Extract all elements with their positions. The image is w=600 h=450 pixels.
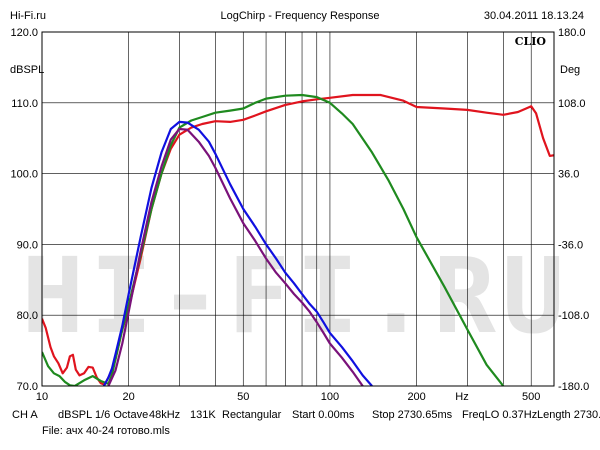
axis-labels: 70.0 80.0 90.0 100.0 110.0 120.0 -180.0 -108.0 -… <box>10 27 589 403</box>
y2-tick-label: -180.0 <box>558 381 589 393</box>
header-site-label: Hi-Fi.ru <box>10 10 47 22</box>
y-tick-label: 80.0 <box>17 310 38 322</box>
watermark-text: HI-FI.RU <box>22 235 571 357</box>
stop-label: Stop 2730.65ms <box>372 409 453 421</box>
y-tick-label: 90.0 <box>17 239 38 251</box>
file-label: File: ачх 40-24 готово.mls <box>42 425 170 437</box>
y-tick-label: 120.0 <box>10 27 38 39</box>
y2-tick-label: -108.0 <box>558 310 589 322</box>
clio-badge: CLIO <box>515 35 547 48</box>
header-datetime: 30.04.2011 18.13.24 <box>483 10 584 22</box>
plot-frame <box>41 31 555 387</box>
freqlo-label: FreqLO 0.37Hz <box>462 409 538 421</box>
x-tick-label: 20 <box>123 391 135 403</box>
x-tick-label: 200 <box>407 391 425 403</box>
window-label: Rectangular <box>222 409 282 421</box>
y2-axis-label: Deg <box>560 64 580 76</box>
channel-label: CH A <box>12 409 38 421</box>
y-axis-label: dBSPL <box>10 64 44 76</box>
sample-rate-label: 48kHz <box>149 409 181 421</box>
y2-tick-label: 180.0 <box>558 27 586 39</box>
series-layer <box>42 93 554 386</box>
x-unit-label: Hz <box>455 391 468 403</box>
length-label: Length 2730.65ms <box>537 409 600 421</box>
x-tick-label: 10 <box>36 391 48 403</box>
smoothing-label: 1/6 Octave <box>95 409 149 421</box>
series-red-line <box>42 93 554 386</box>
series-blue-line <box>102 120 373 386</box>
x-tick-label: 50 <box>237 391 249 403</box>
watermark: HI-FI.RU <box>22 235 571 357</box>
size-label: 131K <box>190 409 216 421</box>
y2-tick-label: 36.0 <box>558 169 579 181</box>
chart-title: LogChirp - Frequency Response <box>220 10 380 22</box>
y2-tick-label: 108.0 <box>558 98 586 110</box>
x-tick-label: 500 <box>522 391 540 403</box>
x-tick-label: 100 <box>321 391 339 403</box>
series-green-line <box>42 93 505 386</box>
y2-tick-label: -36.0 <box>558 239 583 251</box>
y-tick-label: 100.0 <box>10 169 38 181</box>
series-purple-line <box>107 127 364 386</box>
y-tick-label: 110.0 <box>11 98 38 110</box>
start-label: Start 0.00ms <box>292 409 355 421</box>
y-tick-label: 70.0 <box>17 381 38 393</box>
header-bar: Hi-Fi.ru LogChirp - Frequency Response 3… <box>0 10 600 24</box>
frequency-response-chart: HI-FI.RU 70.0 80.0 90.0 100.0 110.0 120.0 -180… <box>10 27 589 403</box>
unit-label: dBSPL <box>58 409 93 421</box>
